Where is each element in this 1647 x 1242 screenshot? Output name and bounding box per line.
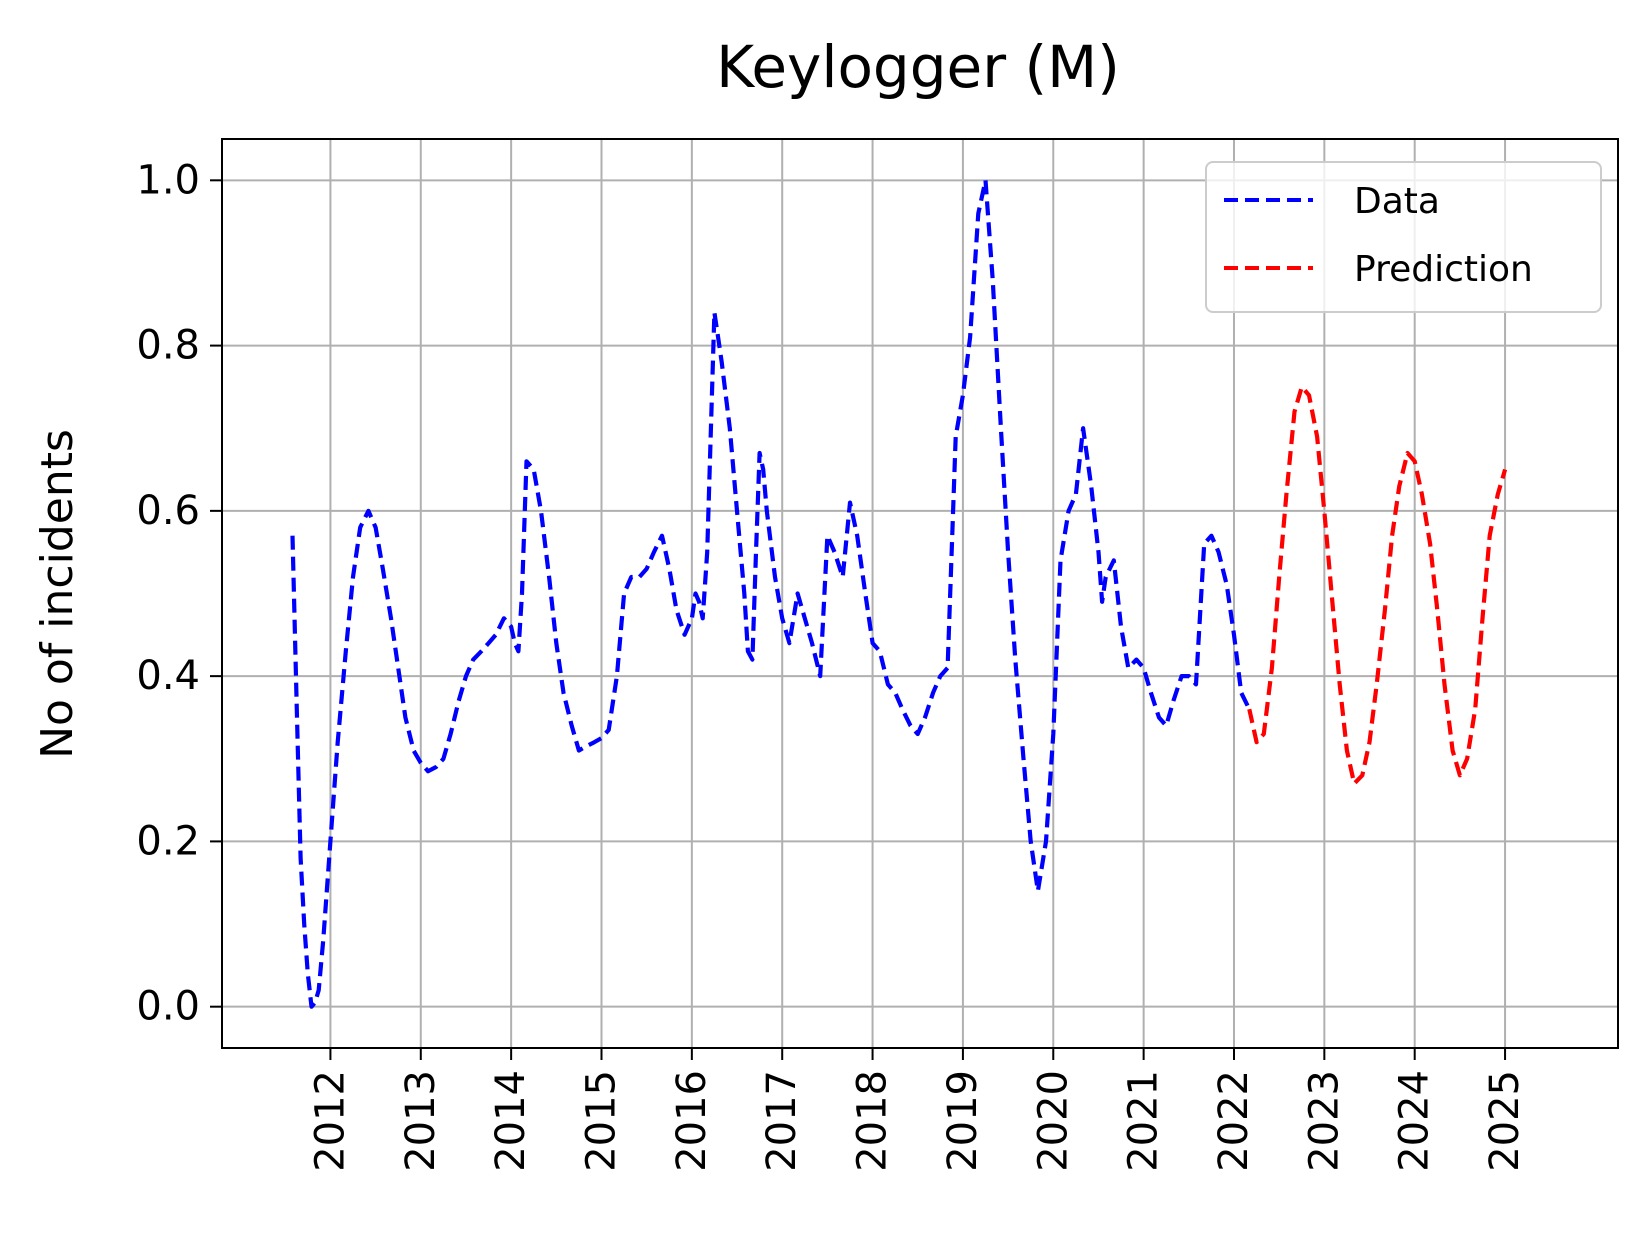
x-tick-label: 2019 (940, 1070, 986, 1172)
y-tick-label: 0.4 (136, 653, 200, 699)
x-tick-label: 2021 (1121, 1070, 1167, 1172)
x-tick-label: 2022 (1211, 1070, 1257, 1172)
series-line-data (290, 178, 1252, 1009)
y-tick-label: 0.0 (136, 984, 200, 1030)
legend: Data Prediction (1205, 161, 1602, 313)
chart-title: Keylogger (M) (716, 33, 1120, 101)
plot-frame (221, 138, 1619, 1049)
legend-box (1205, 161, 1602, 313)
x-axis: 2012 2013 2014 2015 2016 2017 2018 2019 2020 2021… (307, 1048, 1528, 1172)
y-tick-label: 1.0 (136, 157, 200, 203)
x-tick-label: 2014 (488, 1070, 534, 1172)
x-tick-label: 2020 (1030, 1070, 1076, 1172)
y-axis: 0.0 0.2 0.4 0.6 0.8 1.0 (136, 157, 222, 1030)
x-tick-label: 2024 (1392, 1070, 1438, 1172)
x-tick-label: 2015 (578, 1070, 624, 1172)
x-tick-label: 2012 (307, 1070, 353, 1172)
x-tick-label: 2023 (1301, 1070, 1347, 1172)
x-tick-label: 2017 (759, 1070, 805, 1172)
y-tick-label: 0.2 (136, 818, 200, 864)
x-tick-label: 2025 (1482, 1070, 1528, 1172)
series-group (290, 178, 1508, 1009)
series-line-prediction (1247, 384, 1508, 786)
legend-data-label: Data (1354, 181, 1440, 222)
x-tick-label: 2016 (669, 1070, 715, 1172)
y-axis-label: No of incidents (32, 429, 83, 759)
y-tick-label: 0.8 (136, 323, 200, 369)
x-tick-label: 2018 (850, 1070, 896, 1172)
y-tick-label: 0.6 (136, 488, 200, 534)
x-tick-label: 2013 (398, 1070, 444, 1172)
legend-prediction-label: Prediction (1354, 249, 1533, 290)
